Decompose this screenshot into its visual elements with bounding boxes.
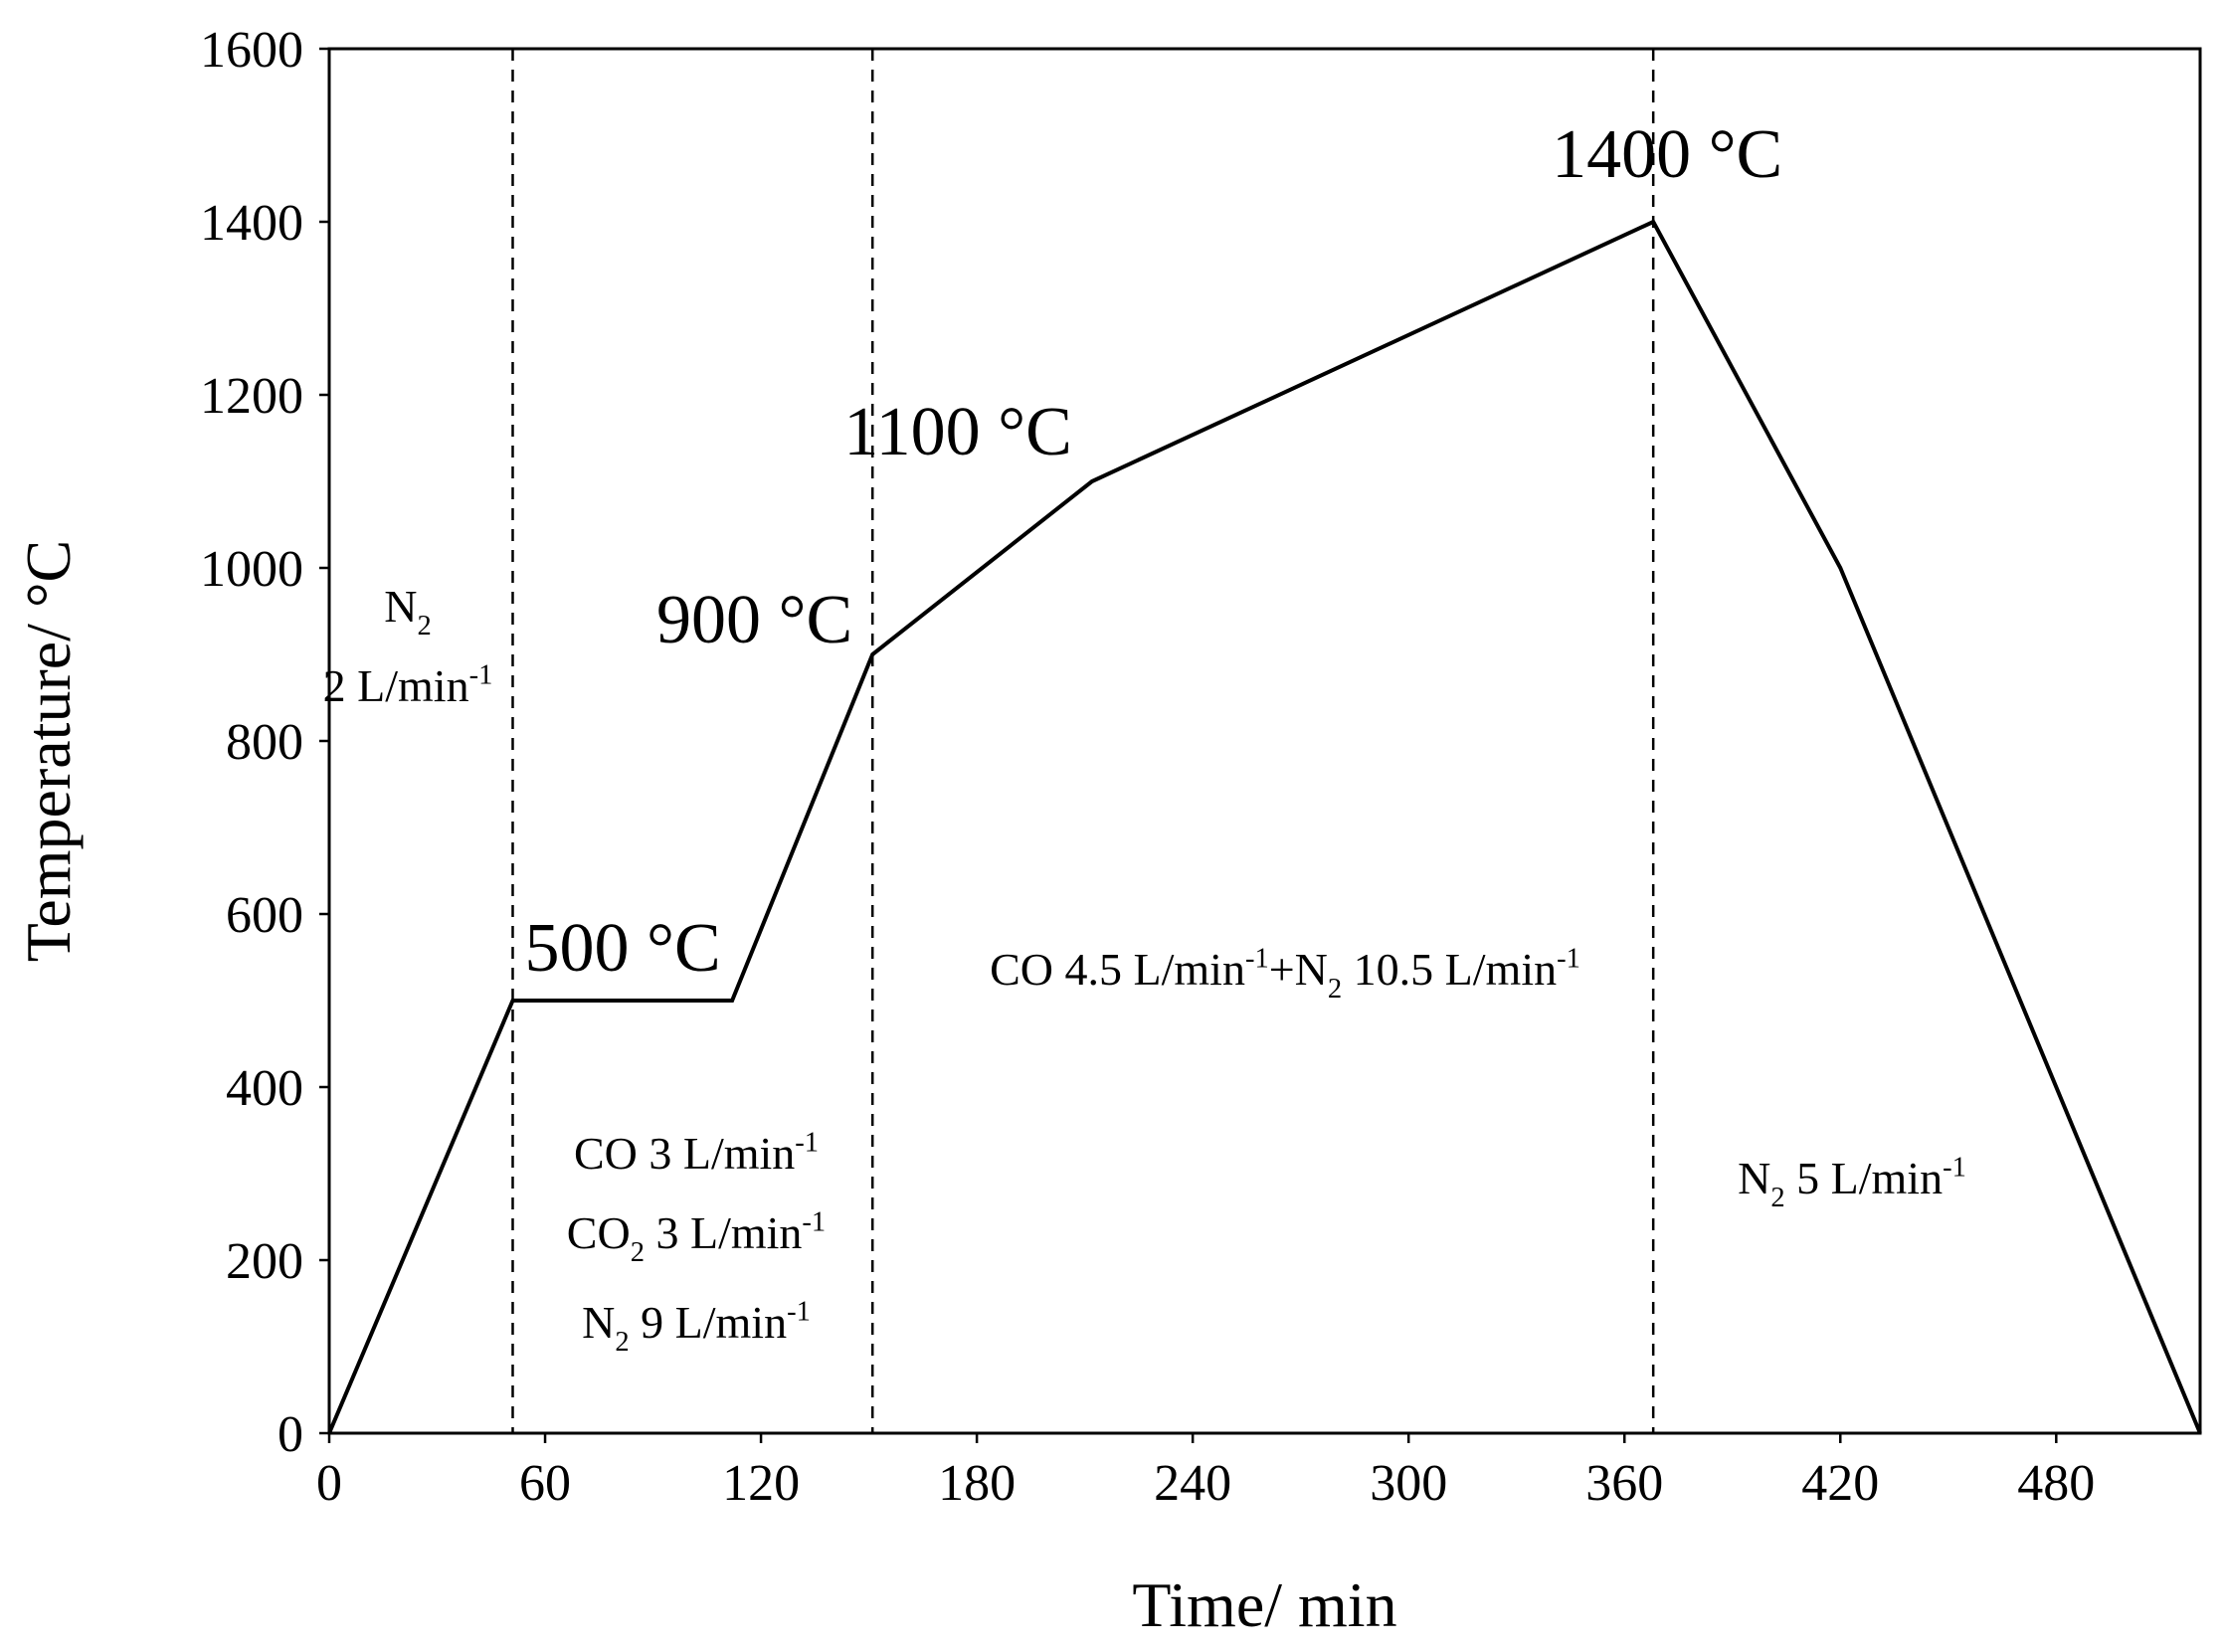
y-tick-label: 0: [278, 1406, 303, 1463]
x-tick-label: 360: [1585, 1455, 1663, 1512]
x-axis-title: Time/ min: [1132, 1569, 1396, 1640]
x-tick-label: 60: [519, 1455, 571, 1512]
x-tick-label: 180: [938, 1455, 1016, 1512]
y-tick-label: 200: [226, 1233, 303, 1290]
y-tick-label: 800: [226, 714, 303, 771]
point-label-1400: 1400 °C: [1552, 116, 1782, 193]
annotation-phase4-gas: N2 5 L/min-1: [1738, 1153, 1966, 1213]
annotation-phase2-co: CO 3 L/min-1: [574, 1128, 819, 1180]
annotation-phase2-co2: CO2 3 L/min-1: [567, 1207, 826, 1268]
y-tick-label: 400: [226, 1060, 303, 1117]
x-tick-label: 0: [316, 1455, 342, 1512]
x-tick-label: 240: [1154, 1455, 1231, 1512]
y-tick-label: 1000: [200, 541, 303, 598]
x-tick-label: 300: [1370, 1455, 1447, 1512]
y-tick-label: 1400: [200, 195, 303, 252]
x-tick-label: 480: [2017, 1455, 2095, 1512]
point-label-1100: 1100 °C: [843, 394, 1072, 470]
annotation-phase1-flow: 2 L/min-1: [323, 660, 493, 712]
x-tick-label: 420: [1801, 1455, 1879, 1512]
y-tick-label: 1600: [200, 22, 303, 79]
y-tick-label: 1200: [200, 368, 303, 425]
annotation-phase3-gas: CO 4.5 L/min-1+N2 10.5 L/min-1: [990, 944, 1580, 1005]
y-axis-title: Temperature/ °C: [13, 540, 84, 963]
x-tick-label: 120: [722, 1455, 800, 1512]
annotation-phase2-n2: N2 9 L/min-1: [582, 1297, 811, 1358]
annotation-phase1-gas: N2: [384, 581, 432, 642]
point-label-500: 500 °C: [524, 910, 720, 987]
point-label-900: 900 °C: [656, 582, 852, 658]
y-tick-label: 600: [226, 887, 303, 944]
